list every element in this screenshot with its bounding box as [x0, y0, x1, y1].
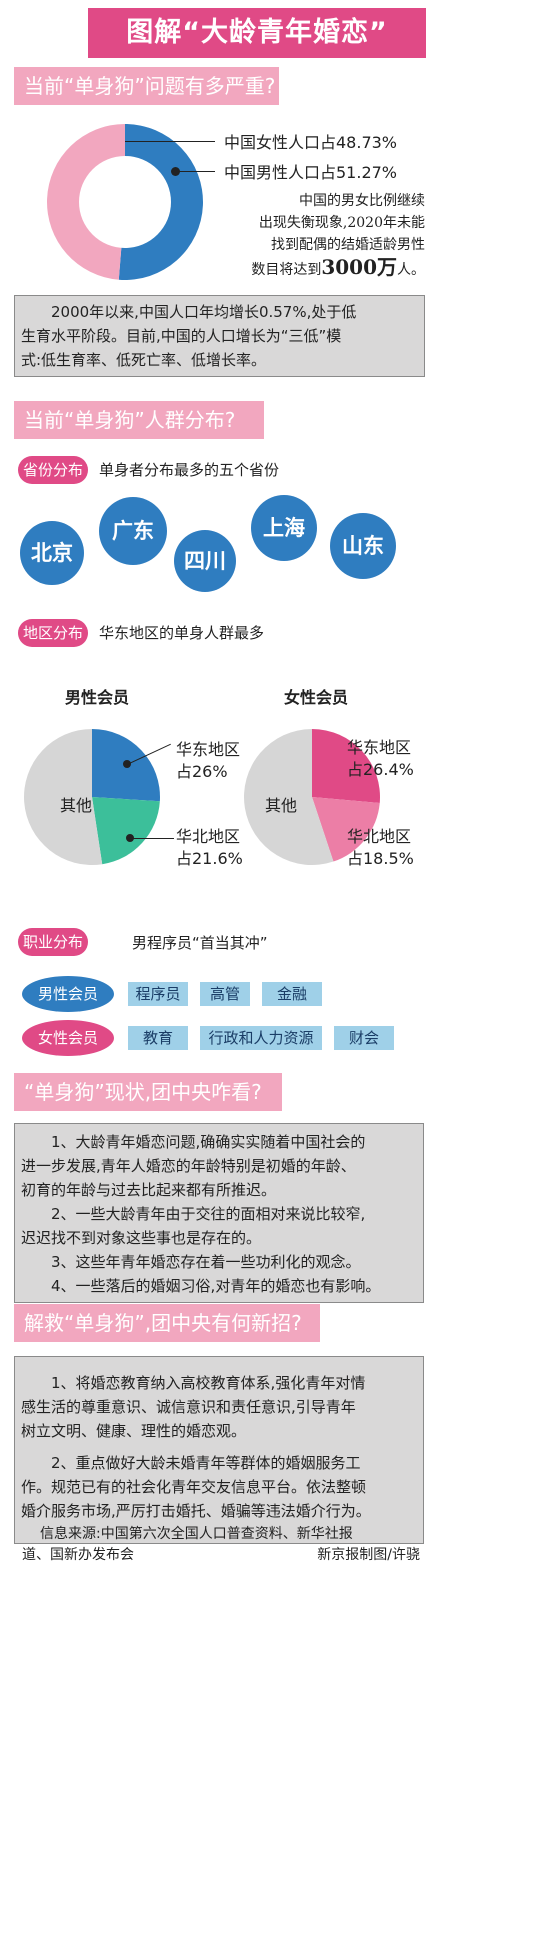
male-members-title: 男性会员: [65, 688, 130, 707]
male-job-tag-1: 程序员: [128, 982, 188, 1006]
female-east-slice: [312, 729, 380, 803]
female-job-tag-2: 行政和人力资源: [200, 1026, 322, 1050]
female-share-label: 中国女性人口占48.73%: [224, 133, 398, 152]
measure-line-3: 树立文明、健康、理性的婚恋观。: [21, 1422, 247, 1440]
job-pill: 职业分布: [18, 928, 88, 956]
view-line-3: 初育的年龄与过去比起来都有所推迟。: [21, 1181, 277, 1199]
job-text: 男程序员“首当其冲”: [132, 934, 268, 952]
credit-line: 新京报制图/许骁: [317, 1547, 420, 1563]
section1-heading: 当前“单身狗”问题有多严重?: [14, 67, 279, 105]
note-highlight: 3000万: [321, 255, 397, 279]
view-line-7: 4、一些落后的婚姻习俗,对青年的婚恋也有影响。: [51, 1277, 381, 1295]
note-line-3: 找到配偶的结婚适龄男性: [271, 237, 425, 253]
region-pill: 地区分布: [18, 619, 88, 647]
female-region-pie: [244, 729, 380, 865]
league-measures-box: 1、将婚恋教育纳入高校教育体系,强化青年对情 感生活的尊重意识、诚信意识和责任意…: [14, 1356, 424, 1544]
male-share-label: 中国男性人口占51.27%: [224, 163, 398, 182]
note-line-2: 出现失衡现象,2020年未能: [258, 215, 425, 231]
female-other-label: 其他: [265, 796, 298, 815]
female-east-pct: 占26.4%: [347, 760, 414, 779]
male-job-tag-3: 金融: [262, 982, 322, 1006]
female-north-slice: [312, 797, 380, 862]
page-title: 图解“大龄青年婚恋”: [88, 8, 426, 58]
measure-line-1: 1、将婚恋教育纳入高校教育体系,强化青年对情: [51, 1374, 366, 1392]
male-callout-dot: [171, 167, 180, 176]
female-job-tag-1: 教育: [128, 1026, 188, 1050]
view-line-6: 3、这些年青年婚恋存在着一些功利化的观念。: [51, 1253, 361, 1271]
league-view-box: 1、大龄青年婚恋问题,确确实实随着中国社会的 进一步发展,青年人婚恋的年龄特别是…: [14, 1123, 424, 1303]
female-member-oval: 女性会员: [22, 1020, 114, 1056]
note-line-1: 中国的男女比例继续: [299, 193, 425, 209]
source-line-2: 道、国新办发布会 新京报制图/许骁: [22, 1545, 420, 1566]
male-north-pct: 占21.6%: [176, 849, 243, 868]
female-members-title: 女性会员: [284, 688, 349, 707]
female-callout-line: [125, 141, 215, 142]
male-north-region: 华北地区: [176, 827, 241, 846]
note-line-4a: 数目将达到: [251, 262, 322, 278]
male-region-pie: [23, 729, 160, 865]
note-line-4c: 人。: [397, 262, 425, 278]
gender-donut-chart: [46, 124, 203, 280]
province-circle-sichuan: 四川: [174, 530, 236, 592]
male-north-label: 华北地区 占21.6%: [176, 826, 243, 870]
female-north-pct: 占18.5%: [347, 849, 414, 868]
male-east-label: 华东地区 占26%: [176, 739, 240, 783]
male-other-label: 其他: [60, 796, 93, 815]
female-job-tag-3: 财会: [334, 1026, 394, 1050]
view-line-1: 1、大龄青年婚恋问题,确确实实随着中国社会的: [51, 1133, 366, 1151]
view-line-4: 2、一些大龄青年由于交往的面相对来说比较窄,: [51, 1205, 366, 1223]
female-north-region: 华北地区: [347, 827, 412, 846]
female-east-label: 华东地区 占26.4%: [347, 737, 414, 781]
female-other-slice: [244, 729, 334, 865]
population-growth-box: 2000年以来,中国人口年均增长0.57%,处于低 生育水平阶段。目前,中国的人…: [14, 295, 425, 377]
source-line-2a: 道、国新办发布会: [22, 1547, 134, 1563]
male-east-pct: 占26%: [176, 762, 228, 781]
source-footer: 信息来源:中国第六次全国人口普查资料、新华社报 道、国新办发布会 新京报制图/许…: [22, 1524, 420, 1566]
growth-line-3: 式:低生育率、低死亡率、低增长率。: [21, 351, 267, 369]
section2-heading: 当前“单身狗”人群分布?: [14, 401, 264, 439]
growth-line-2: 生育水平阶段。目前,中国的人口增长为“三低”模: [21, 327, 342, 345]
male-other-slice: [23, 729, 103, 865]
measure-line-4: 2、重点做好大龄未婚青年等群体的婚姻服务工: [51, 1454, 361, 1472]
view-line-2: 进一步发展,青年人婚恋的年龄特别是初婚的年龄、: [21, 1157, 356, 1175]
donut-hole: [79, 156, 171, 248]
measure-line-5: 作。规范已有的社会化青年交友信息平台。依法整顿: [21, 1478, 367, 1496]
region-text: 华东地区的单身人群最多: [99, 624, 265, 642]
province-circle-beijing: 北京: [20, 521, 84, 585]
male-callout-line: [175, 171, 215, 172]
measure-line-2: 感生活的尊重意识、诚信意识和责任意识,引导青年: [21, 1398, 356, 1416]
note-line-4: 数目将达到3000万人。: [225, 256, 425, 281]
view-line-5: 迟迟找不到对象这些事也是存在的。: [21, 1229, 262, 1247]
province-circle-shandong: 山东: [330, 513, 396, 579]
male-east-region: 华东地区: [176, 740, 241, 759]
imbalance-note: 中国的男女比例继续 出现失衡现象,2020年未能 找到配偶的结婚适龄男性 数目将…: [225, 190, 425, 281]
measure-line-6: 婚介服务市场,严厉打击婚托、婚骗等违法婚介行为。: [21, 1502, 371, 1520]
male-north-slice: [92, 797, 160, 865]
section3-heading: “单身狗”现状,团中央咋看?: [14, 1073, 282, 1111]
section4-heading: 解救“单身狗”,团中央有何新招?: [14, 1304, 320, 1342]
growth-line-1: 2000年以来,中国人口年均增长0.57%,处于低: [51, 303, 357, 321]
province-text: 单身者分布最多的五个省份: [99, 461, 280, 479]
province-circle-shanghai: 上海: [251, 495, 317, 561]
female-north-label: 华北地区 占18.5%: [347, 826, 414, 870]
province-circle-guangdong: 广东: [99, 497, 167, 565]
female-east-region: 华东地区: [347, 738, 412, 757]
source-line-1: 信息来源:中国第六次全国人口普查资料、新华社报: [40, 1526, 353, 1542]
male-member-oval: 男性会员: [22, 976, 114, 1012]
male-north-line: [130, 838, 174, 839]
male-job-tag-2: 高管: [200, 982, 250, 1006]
province-pill: 省份分布: [18, 456, 88, 484]
